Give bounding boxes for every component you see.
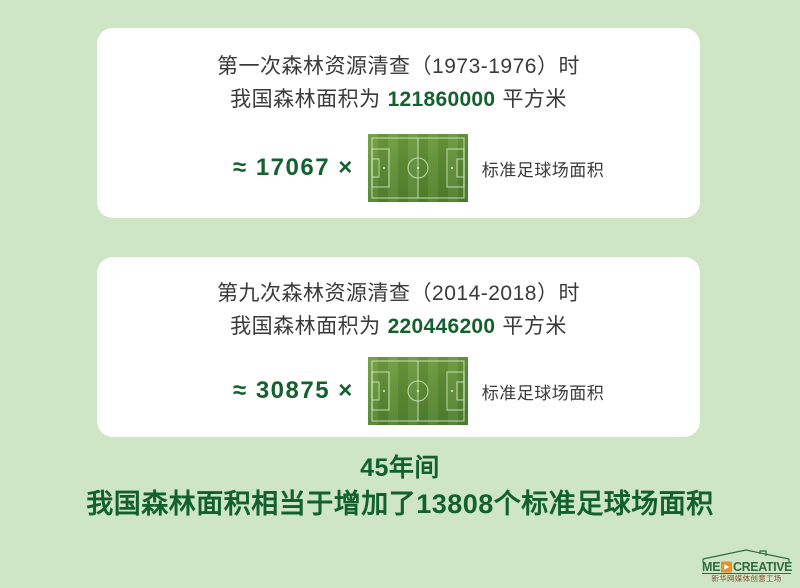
logo-subtitle: 新华网媒体创意工场 bbox=[711, 573, 781, 582]
logo-wordmark-part1: ME bbox=[702, 560, 720, 574]
headline-line-1: 第一次森林资源清查（1973-1976）时 bbox=[217, 55, 580, 78]
play-triangle-icon bbox=[721, 561, 732, 573]
multiplier-count: 30875 bbox=[255, 377, 331, 404]
multiply-symbol: × bbox=[338, 154, 354, 181]
summary-line-1: 45年间 bbox=[360, 454, 440, 482]
soccer-pitch-icon bbox=[367, 357, 468, 425]
equivalence-row: ≈ 17067 × bbox=[97, 134, 700, 202]
forest-area-unit: 平方米 bbox=[502, 315, 567, 338]
forest-area-value: 121860000 bbox=[387, 88, 496, 111]
headline-prefix: 我国森林面积为 bbox=[230, 315, 381, 338]
card-headline: 第一次森林资源清查（1973-1976）时 我国森林面积为 121860000 平方… bbox=[97, 28, 700, 116]
card-headline: 第九次森林资源清查（2014-2018）时 我国森林面积为 220446200 平方… bbox=[97, 257, 700, 343]
logo-wordmark-part2: CREATIVE bbox=[733, 560, 792, 574]
summary-line-2: 我国森林面积相当于增加了13808个标准足球场面积 bbox=[86, 489, 714, 519]
stat-card-first-survey: 第一次森林资源清查（1973-1976）时 我国森林面积为 121860000 平方… bbox=[97, 28, 700, 218]
multiplier-count: 17067 bbox=[255, 154, 331, 181]
multiply-symbol: × bbox=[338, 377, 354, 404]
stat-card-ninth-survey: 第九次森林资源清查（2014-2018）时 我国森林面积为 220446200 平方… bbox=[97, 257, 700, 437]
forest-area-unit: 平方米 bbox=[502, 88, 567, 111]
equivalence-count: ≈ 17067 × bbox=[193, 154, 368, 182]
approx-symbol: ≈ bbox=[232, 154, 248, 181]
equivalence-label: 标准足球场面积 bbox=[481, 383, 605, 403]
soccer-pitch-icon bbox=[367, 134, 468, 202]
approx-symbol: ≈ bbox=[232, 377, 248, 404]
headline-line-1: 第九次森林资源清查（2014-2018）时 bbox=[217, 282, 580, 305]
headline-line-2: 我国森林面积为 121860000 平方米 bbox=[97, 83, 700, 116]
headline-line-2: 我国森林面积为 220446200 平方米 bbox=[97, 310, 700, 343]
equivalence-row: ≈ 30875 × bbox=[97, 357, 700, 425]
headline-prefix: 我国森林面积为 bbox=[230, 88, 381, 111]
summary-block: 45年间 我国森林面积相当于增加了13808个标准足球场面积 bbox=[0, 452, 800, 524]
equivalence-label: 标准足球场面积 bbox=[481, 160, 605, 180]
forest-area-value: 220446200 bbox=[387, 315, 496, 338]
medcreative-logo: ME CREATIVE 新华网媒体创意工场 bbox=[700, 549, 793, 582]
house-outline-icon bbox=[702, 549, 790, 563]
equivalence-count: ≈ 30875 × bbox=[193, 377, 368, 405]
